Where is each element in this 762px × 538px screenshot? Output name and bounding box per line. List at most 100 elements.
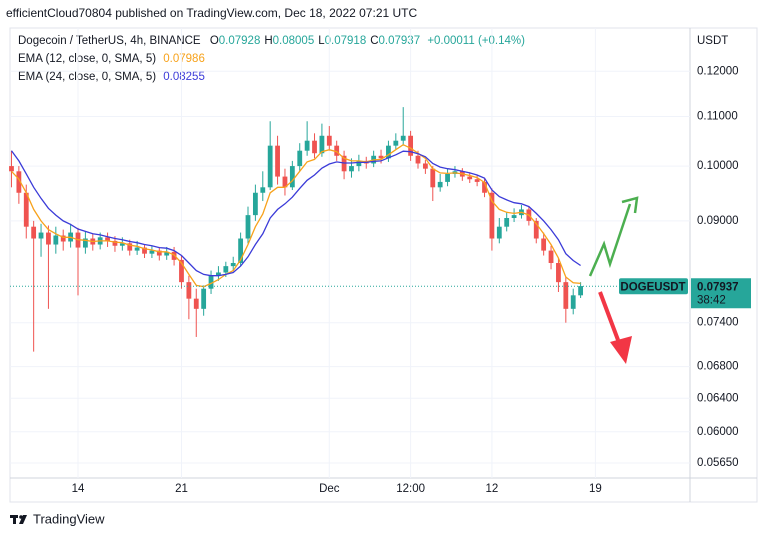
candle-body: [504, 217, 510, 227]
candle-body: [437, 181, 443, 188]
ohlc-value: 0.07928: [219, 35, 261, 47]
ohlc-value: 0.07918: [325, 35, 367, 47]
candle-body: [386, 145, 391, 159]
y-unit: USDT: [697, 35, 728, 47]
candle-body: [541, 238, 547, 251]
frame: [9, 27, 758, 503]
candle-body: [400, 135, 406, 141]
candle-body: [482, 181, 487, 193]
ohlc-label: H: [264, 35, 272, 47]
candle-body: [252, 192, 258, 216]
ohlc-value: 0.08005: [273, 35, 315, 47]
candle-body: [201, 288, 207, 309]
candle-body: [46, 232, 51, 245]
candle-body: [289, 166, 295, 188]
candle-body: [496, 226, 502, 239]
legend-ema12: EMA (12, close, 0, SMA, 5) 0.07986: [18, 53, 205, 65]
candle-body: [164, 251, 170, 256]
y-tick-label: 0.05650: [697, 457, 739, 469]
y-tick-label: 0.06400: [697, 392, 739, 404]
candle-body: [275, 145, 280, 177]
price-tag-countdown: 38:42: [697, 294, 726, 306]
ohlc-value: 0.07937: [379, 35, 421, 47]
footer: TradingView: [33, 511, 105, 526]
up-arrow-head: [621, 196, 639, 214]
candle-body: [548, 250, 554, 263]
ema-value: 0.07986: [163, 53, 205, 65]
candle-body: [474, 179, 480, 182]
ohlc-label: L: [318, 35, 325, 47]
candle-body: [319, 135, 325, 154]
header: efficientCloud70804 published on Trading…: [6, 6, 417, 20]
candle-body: [570, 295, 576, 309]
candle-body: [578, 286, 584, 296]
ema-line: [10, 150, 581, 277]
candle-body: [105, 237, 110, 241]
ema-name: EMA (12, close, 0, SMA, 5): [18, 53, 156, 65]
candle-body: [142, 247, 147, 254]
change: +0.00011 (+0.14%): [427, 35, 525, 47]
price-tag-name: DOGEUSDT: [620, 281, 685, 293]
ohlc-label: O: [210, 35, 219, 47]
candle-body: [127, 243, 133, 251]
grid: [10, 28, 690, 478]
candle-body: [31, 226, 37, 239]
candle-body: [297, 150, 303, 167]
candle-body: [334, 145, 340, 156]
ema-line: [11, 143, 581, 288]
axes: 0.12000 0.11000 0.10000 0.09000 0.07400 0.068…: [72, 65, 751, 495]
candle-body: [149, 250, 155, 254]
y-tick-label: 0.07400: [697, 317, 739, 329]
candle-body: [193, 298, 199, 309]
candle-body: [23, 192, 29, 227]
candle-body: [38, 232, 44, 239]
ohlc: O0.07928 H0.08005 L0.07918 C0.07937: [210, 35, 420, 47]
candle-body: [511, 215, 517, 218]
x-tick-label: 14: [72, 483, 85, 495]
candle-body: [393, 140, 399, 146]
candle-body: [53, 235, 59, 245]
candle-body: [430, 168, 436, 188]
x-tick-label: Dec: [319, 483, 340, 495]
symbol: Dogecoin / TetherUS, 4h, BINANCE: [18, 35, 201, 47]
candle-body: [9, 166, 14, 172]
candle-body: [186, 282, 192, 299]
candle-body: [467, 176, 473, 180]
candle-body: [230, 262, 236, 267]
candle-body: [556, 262, 561, 283]
legend-ema24: EMA (24, close, 0, SMA, 5) 0.08255: [18, 71, 205, 83]
candle-body: [267, 145, 273, 188]
candle-body: [312, 140, 317, 154]
candle-body: [112, 240, 118, 246]
candle-body: [171, 251, 177, 260]
candle-body: [16, 171, 22, 193]
candle-body: [223, 266, 229, 273]
up-arrow: [588, 203, 632, 277]
y-tick-label: 0.10000: [697, 160, 739, 172]
candle-body: [260, 187, 266, 193]
price-tag-box: [691, 278, 751, 309]
candle-body: [82, 238, 88, 248]
candle-body: [349, 166, 354, 172]
y-tick-label: 0.06000: [697, 426, 739, 438]
y-tick-label: 0.11000: [697, 111, 738, 123]
legend-symbol: Dogecoin / TetherUS, 4h, BINANCE O0.0792…: [18, 35, 525, 47]
candle-body: [445, 173, 450, 182]
candle-body: [408, 135, 414, 156]
candle-body: [134, 247, 140, 251]
x-tick-label: 12: [486, 483, 499, 495]
down-arrow-head: [610, 336, 632, 364]
y-tick-label: 0.06800: [697, 361, 739, 373]
candle-body: [415, 155, 421, 164]
ohlc-label: C: [370, 35, 378, 47]
candle-body: [304, 140, 310, 151]
candle-body: [208, 275, 214, 289]
ema-value: 0.08255: [163, 71, 205, 83]
y-tick-label: 0.09000: [697, 215, 739, 227]
y-tick-label: 0.12000: [697, 65, 739, 77]
price-tag-name-box: [619, 278, 688, 295]
candle-body: [179, 259, 184, 283]
candle-body: [60, 235, 66, 242]
